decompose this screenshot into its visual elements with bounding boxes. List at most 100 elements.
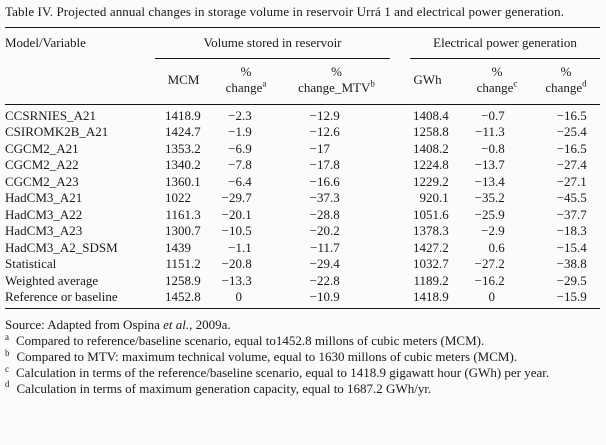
value-cell: −29.4 [309, 256, 340, 271]
value-cell: 1439 [165, 239, 191, 255]
value-cell: −17.8 [309, 157, 340, 172]
pct-sign: % [331, 64, 342, 79]
table-row: CGCM2_A22 1340.2 −7.8 −17.8 1224.8 −13.7 −27.4 [5, 157, 600, 174]
value-cell: −15.9 [556, 289, 587, 304]
value-cell: −29.5 [556, 272, 587, 288]
value-cell: −27.4 [556, 157, 587, 172]
value-cell: −7.8 [228, 157, 252, 172]
value-cell: −20.1 [221, 206, 252, 222]
footnote-marker-a: a [5, 331, 9, 342]
value-cell: 1427.2 [413, 239, 449, 255]
mcm-label: MCM [167, 72, 200, 87]
source-suffix: , 2009a. [189, 316, 231, 332]
value-cell: −12.9 [309, 107, 340, 123]
footnotes-block: Source: Adapted from Ospina et al., 2009… [5, 317, 600, 397]
value-cell: 1229.2 [413, 173, 449, 189]
power-group-underline: Electrical power generation [410, 35, 601, 59]
pct-sign: % [560, 64, 572, 79]
col-header-gwh: GWh [393, 58, 462, 105]
value-cell: −25.4 [556, 124, 587, 139]
value-cell: 1408.2 [413, 140, 449, 156]
volume-group-label: Volume stored in reservoir [203, 34, 342, 50]
table-row: Weighted average 1258.9 −13.3 −22.8 1189.2 −1… [5, 273, 600, 290]
footnote-marker-b: b [5, 347, 10, 358]
footnote-marker-d-ref: d [582, 78, 587, 89]
table-header: Model/Variable Volume stored in reservoi… [5, 27, 601, 105]
value-cell: −12.6 [309, 124, 340, 139]
table-row: Statistical 1151.2 −20.8 −29.4 1032.7 −27.2 −3… [5, 256, 600, 273]
table-row: HadCM3_A2_SDSM 1439 −1.1 −11.7 1427.2 0.6 −15.… [5, 240, 600, 257]
value-cell: −15.4 [556, 239, 587, 255]
source-line: Source: Adapted from Ospina et al., 2009… [5, 317, 600, 333]
col-header-pct-change-a: % changea [212, 58, 280, 105]
footnote-a: a Compared to reference/baseline scenario… [5, 331, 600, 349]
value-cell: −1.9 [228, 124, 252, 139]
value-cell: −11.3 [475, 124, 505, 139]
value-cell: 1408.4 [413, 107, 449, 123]
value-cell: −16.5 [556, 140, 587, 156]
value-cell: 1258.9 [165, 272, 201, 288]
value-cell: −17 [309, 140, 330, 156]
gwh-label: GWh [413, 72, 442, 87]
model-cell: CCSRNIES_A21 [5, 107, 97, 123]
value-cell: 0 [235, 289, 243, 304]
value-cell: −29.7 [221, 190, 252, 205]
change-d-label: changed [545, 78, 587, 95]
model-cell: HadCM3_A23 [5, 223, 83, 238]
group-header-power: Electrical power generation [393, 27, 601, 59]
source-etal: et al. [163, 316, 190, 332]
value-cell: 1161.3 [165, 206, 201, 222]
value-cell: −16.2 [474, 272, 505, 288]
value-cell: 1189.2 [413, 272, 449, 288]
footnote-marker-c-ref: c [513, 78, 518, 89]
value-cell: 1022 [165, 190, 191, 205]
model-variable-header: Model/Variable [5, 34, 86, 50]
value-cell: 1032.7 [413, 256, 449, 271]
group-header-row: Model/Variable Volume stored in reservoi… [5, 27, 601, 59]
value-cell: −20.2 [309, 223, 340, 238]
model-cell: HadCM3_A21 [5, 190, 83, 205]
footnote-a-text: Compared to reference/baseline scenario,… [16, 333, 485, 349]
model-cell: CGCM2_A21 [5, 140, 79, 156]
value-cell: −27.1 [556, 173, 587, 189]
value-cell: −16.5 [556, 107, 587, 123]
table-row: HadCM3_A21 1022 −29.7 −37.3 920.1 −35.2 −45.5 [5, 190, 600, 207]
table-row: Reference or baseline 1452.8 0 −10.9 1418.9 0… [5, 289, 600, 308]
value-cell: 1353.2 [165, 140, 201, 156]
col-header-pct-change-mtv-b: % change_MTVb [280, 58, 393, 105]
value-cell: 1051.6 [413, 206, 449, 222]
footnote-d: d Calculation in terms of maximum generat… [5, 380, 600, 397]
value-cell: −37.7 [556, 206, 587, 222]
value-cell: −11.7 [310, 239, 340, 255]
value-cell: 1418.9 [413, 289, 449, 304]
model-cell: Statistical [5, 256, 57, 271]
value-cell: −38.8 [556, 256, 587, 271]
value-cell: 1258.8 [413, 124, 449, 139]
value-cell: −10.9 [309, 289, 340, 304]
value-cell: −35.2 [474, 190, 505, 205]
value-cell: −6.4 [228, 173, 252, 189]
value-cell: 0.6 [488, 239, 505, 255]
value-cell: 1424.7 [165, 124, 201, 139]
table-row: CGCM2_A23 1360.1 −6.4 −16.6 1229.2 −13.4 −27.1 [5, 174, 600, 191]
model-cell: HadCM3_A22 [5, 206, 83, 222]
model-cell: Reference or baseline [5, 289, 118, 304]
value-cell: −16.6 [309, 173, 340, 189]
column-header-row: MCM % changea % change_MTVb GWh [5, 58, 601, 105]
value-cell: −2.9 [481, 223, 505, 238]
col-header-pct-change-d: % changed [532, 58, 601, 105]
table-body: CCSRNIES_A21 1418.9 −2.3 −12.9 1408.4 −0.7 −16… [5, 104, 600, 308]
value-cell: −0.8 [481, 140, 505, 156]
value-cell: −28.8 [309, 206, 340, 222]
value-cell: −1.1 [228, 239, 252, 255]
value-cell: 0 [488, 289, 496, 304]
table-caption: Table IV. Projected annual changes in st… [5, 4, 565, 19]
model-cell: HadCM3_A2_SDSM [5, 239, 118, 255]
value-cell: 1300.7 [165, 223, 201, 238]
value-cell: −10.5 [221, 223, 252, 238]
footnote-c-text: Calculation in terms of the reference/ba… [16, 364, 550, 380]
value-cell: −13.4 [474, 173, 505, 189]
value-cell: −18.3 [556, 223, 587, 238]
col-header-mcm: MCM [155, 58, 212, 105]
value-cell: −22.8 [309, 272, 340, 288]
